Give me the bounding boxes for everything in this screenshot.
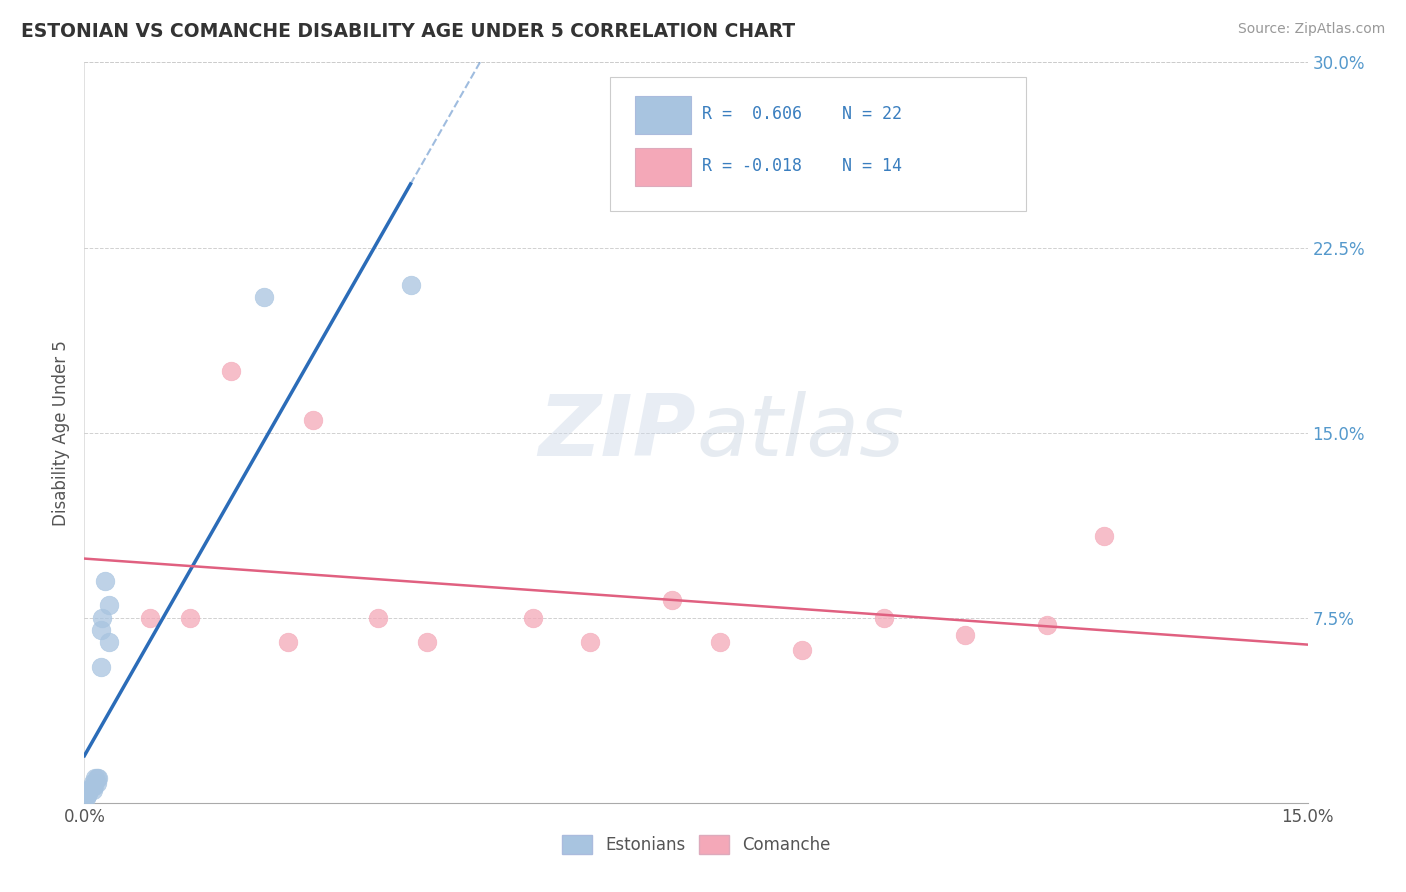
- Point: [416, 635, 439, 649]
- Point: [1035, 618, 1057, 632]
- Point: [90, 660, 112, 674]
- Point: [87, 771, 110, 785]
- Point: [82, 776, 104, 790]
- Point: [82, 783, 104, 797]
- Point: [91, 610, 114, 624]
- Point: [138, 610, 160, 624]
- FancyBboxPatch shape: [610, 78, 1026, 211]
- Point: [83, 779, 105, 793]
- FancyBboxPatch shape: [636, 95, 692, 135]
- Point: [522, 610, 544, 624]
- Point: [301, 413, 323, 427]
- Point: [253, 290, 276, 304]
- Point: [219, 364, 242, 378]
- Point: [77, 783, 100, 797]
- Point: [953, 628, 976, 642]
- FancyBboxPatch shape: [636, 147, 692, 186]
- Text: ZIP: ZIP: [538, 391, 696, 475]
- Point: [661, 593, 683, 607]
- Point: [75, 790, 97, 805]
- Text: atlas: atlas: [696, 391, 904, 475]
- Point: [76, 786, 98, 800]
- Point: [579, 635, 602, 649]
- Point: [709, 635, 731, 649]
- Legend: Estonians, Comanche: Estonians, Comanche: [555, 829, 837, 861]
- Point: [76, 789, 98, 803]
- Point: [1092, 529, 1115, 543]
- Point: [97, 635, 120, 649]
- Point: [90, 623, 112, 637]
- Point: [77, 786, 100, 800]
- Point: [399, 277, 422, 292]
- Point: [86, 771, 108, 785]
- Point: [84, 771, 107, 785]
- Point: [367, 610, 389, 624]
- Y-axis label: Disability Age Under 5: Disability Age Under 5: [52, 340, 70, 525]
- Point: [93, 574, 115, 588]
- Point: [179, 610, 201, 624]
- Point: [82, 779, 104, 793]
- Point: [277, 635, 299, 649]
- Text: Source: ZipAtlas.com: Source: ZipAtlas.com: [1237, 22, 1385, 37]
- Point: [97, 599, 120, 613]
- Point: [872, 610, 894, 624]
- Point: [790, 642, 813, 657]
- Point: [86, 776, 108, 790]
- Point: [80, 780, 103, 795]
- Text: R =  0.606    N = 22: R = 0.606 N = 22: [702, 105, 903, 123]
- Text: ESTONIAN VS COMANCHE DISABILITY AGE UNDER 5 CORRELATION CHART: ESTONIAN VS COMANCHE DISABILITY AGE UNDE…: [21, 22, 796, 41]
- Text: R = -0.018    N = 14: R = -0.018 N = 14: [702, 157, 903, 175]
